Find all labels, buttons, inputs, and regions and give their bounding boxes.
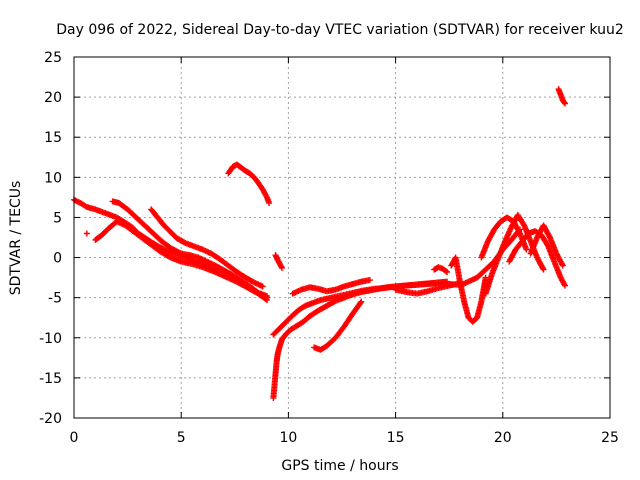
data-point-marker bbox=[482, 274, 489, 281]
x-tick-labels: 0 5 10 15 20 25 bbox=[70, 430, 619, 446]
series-arc-f bbox=[225, 161, 273, 207]
data-point-marker bbox=[263, 293, 270, 300]
series-arc-m bbox=[431, 264, 451, 275]
series-arc-b bbox=[92, 218, 270, 304]
series-arc-l bbox=[392, 280, 463, 297]
series-arc-s bbox=[527, 222, 566, 269]
y-tick-label: 5 bbox=[53, 210, 62, 226]
series-arc-k bbox=[311, 298, 365, 353]
x-axis-label: GPS time / hours bbox=[281, 458, 398, 474]
y-tick-labels: -20 -15 -10 -5 0 5 10 15 20 25 bbox=[39, 50, 62, 427]
data-point-marker bbox=[442, 268, 449, 275]
chart-title: Day 096 of 2022, Sidereal Day-to-day VTE… bbox=[56, 22, 624, 38]
series-arc-h bbox=[270, 278, 451, 401]
data-point-marker bbox=[82, 203, 89, 210]
series-arc-d bbox=[148, 206, 266, 290]
series-arc-g bbox=[272, 252, 285, 271]
x-tick-label: 10 bbox=[279, 430, 297, 446]
series-arc-r bbox=[506, 228, 568, 289]
y-axis-label: SDTVAR / TECUs bbox=[8, 181, 24, 296]
data-points bbox=[71, 86, 568, 401]
data-point-marker bbox=[561, 282, 568, 289]
series-arc-j bbox=[289, 277, 373, 297]
y-tick-label: 10 bbox=[44, 170, 62, 186]
y-tick-label: 20 bbox=[44, 90, 62, 106]
data-point-marker bbox=[561, 99, 568, 106]
y-tick-label: -5 bbox=[48, 291, 62, 307]
data-point-marker bbox=[561, 100, 568, 107]
series-arc-n bbox=[448, 254, 489, 325]
data-point-marker bbox=[266, 200, 273, 207]
data-point-marker bbox=[559, 262, 566, 269]
x-tick-label: 20 bbox=[494, 430, 512, 446]
y-tick-label: -20 bbox=[39, 411, 62, 427]
x-tick-label: 5 bbox=[177, 430, 186, 446]
data-point-marker bbox=[358, 298, 365, 305]
series-arc-e bbox=[83, 230, 90, 237]
series-arc-t bbox=[555, 86, 568, 107]
data-point-marker bbox=[278, 264, 285, 271]
x-tick-label: 0 bbox=[70, 430, 79, 446]
data-point-marker bbox=[523, 246, 530, 253]
series-arc-o bbox=[456, 226, 523, 289]
x-tick-label: 25 bbox=[601, 430, 619, 446]
data-point-marker bbox=[444, 268, 451, 275]
data-point-marker bbox=[259, 283, 266, 290]
y-tick-label: 15 bbox=[44, 130, 62, 146]
series-arc-c bbox=[109, 198, 270, 300]
data-point-marker bbox=[366, 277, 373, 284]
x-tick-label: 15 bbox=[387, 430, 405, 446]
plot-frame bbox=[73, 56, 611, 419]
data-point-marker bbox=[540, 266, 547, 273]
series-arc-p bbox=[482, 212, 547, 297]
y-tick-label: -15 bbox=[39, 371, 62, 387]
data-point-marker bbox=[357, 299, 364, 306]
data-point-marker bbox=[83, 230, 90, 237]
series-arc-i bbox=[270, 280, 463, 338]
y-tick-label: 25 bbox=[44, 50, 62, 66]
y-tick-label: -10 bbox=[39, 331, 62, 347]
y-tick-label: 0 bbox=[53, 251, 62, 267]
